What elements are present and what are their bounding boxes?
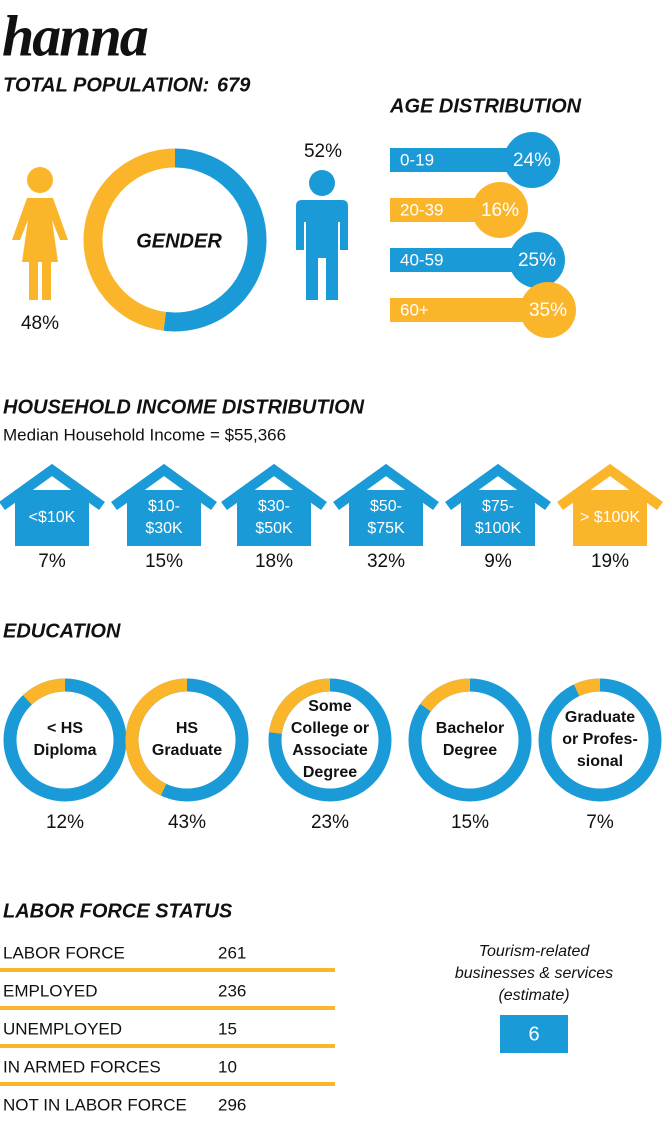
gender-arc-female xyxy=(83,148,176,331)
female-icon xyxy=(12,167,68,300)
income-bracket: $75- xyxy=(482,498,514,515)
house-body xyxy=(349,490,423,546)
income-bracket: $30- xyxy=(258,498,290,515)
age-group: 20-39 xyxy=(400,200,443,219)
labor-title: LABOR FORCE STATUS xyxy=(3,900,233,922)
female-percent: 48% xyxy=(21,313,59,334)
age-group: 0-19 xyxy=(400,150,434,169)
age-percent: 35% xyxy=(529,300,567,321)
education-ring xyxy=(3,678,127,802)
education-level: Graduate xyxy=(152,742,222,759)
title: hanna xyxy=(2,3,148,68)
labor-value: 296 xyxy=(218,1095,246,1114)
education-level: Bachelor xyxy=(436,720,504,737)
age-percent: 25% xyxy=(518,250,556,271)
house-body xyxy=(127,490,201,546)
education-level: HS xyxy=(176,720,199,737)
income-subtitle: Median Household Income = $55,366 xyxy=(3,425,286,444)
age-circle xyxy=(504,132,560,188)
income-percent: 19% xyxy=(591,551,629,572)
education-level: Associate xyxy=(292,742,368,759)
education-level: or Profes- xyxy=(562,731,638,748)
age-circle xyxy=(472,182,528,238)
education-arc xyxy=(573,678,601,697)
male-icon xyxy=(296,170,348,300)
tourism-box xyxy=(500,1015,568,1053)
house-body xyxy=(461,490,535,546)
tourism-value: 6 xyxy=(528,1023,539,1045)
age-circle xyxy=(520,282,576,338)
education-percent: 43% xyxy=(168,812,206,833)
labor-value: 236 xyxy=(218,981,246,1000)
education-percent: 7% xyxy=(586,812,614,833)
education-level: Degree xyxy=(443,742,497,759)
income-percent: 7% xyxy=(38,551,66,572)
tourism-label: businesses & services xyxy=(455,965,613,982)
tourism-label: (estimate) xyxy=(498,987,569,1004)
labor-value: 15 xyxy=(218,1019,237,1038)
income-percent: 18% xyxy=(255,551,293,572)
education-level: Diploma xyxy=(33,742,96,759)
education-arc xyxy=(125,678,188,796)
income-bracket: <$10K xyxy=(29,509,76,526)
education-arc xyxy=(420,678,471,712)
labor-label: IN ARMED FORCES xyxy=(3,1057,161,1076)
education-level: sional xyxy=(577,753,623,770)
labor-label: LABOR FORCE xyxy=(3,943,125,962)
education-title: EDUCATION xyxy=(3,620,121,642)
education-level: Some xyxy=(308,698,352,715)
labor-value: 261 xyxy=(218,943,246,962)
population-label: TOTAL POPULATION: xyxy=(3,74,209,96)
income-bracket: $75K xyxy=(367,520,405,537)
education-percent: 15% xyxy=(451,812,489,833)
income-bracket: $10- xyxy=(148,498,180,515)
income-title: HOUSEHOLD INCOME DISTRIBUTION xyxy=(3,396,365,418)
tourism-label: Tourism-related xyxy=(479,943,591,960)
income-percent: 32% xyxy=(367,551,405,572)
gender-arc-male xyxy=(163,148,267,332)
education-percent: 12% xyxy=(46,812,84,833)
age-percent: 16% xyxy=(481,200,519,221)
education-arc xyxy=(22,678,66,705)
income-percent: 15% xyxy=(145,551,183,572)
income-bracket: $100K xyxy=(475,520,522,537)
labor-label: EMPLOYED xyxy=(3,981,97,1000)
age-percent: 24% xyxy=(513,150,551,171)
education-level: Degree xyxy=(303,764,357,781)
male-percent: 52% xyxy=(304,141,342,162)
income-percent: 9% xyxy=(484,551,512,572)
income-bracket: $50K xyxy=(255,520,293,537)
education-level: Graduate xyxy=(565,709,635,726)
gender-title: GENDER xyxy=(136,230,222,252)
house-body xyxy=(573,490,647,546)
labor-label: NOT IN LABOR FORCE xyxy=(3,1095,187,1114)
population-value: 679 xyxy=(217,74,251,96)
labor-value: 10 xyxy=(218,1057,237,1076)
age-group: 40-59 xyxy=(400,250,443,269)
income-bracket: > $100K xyxy=(580,509,640,526)
labor-label: UNEMPLOYED xyxy=(3,1019,122,1038)
house-body xyxy=(15,490,89,546)
education-level: < HS xyxy=(47,720,83,737)
age-group: 60+ xyxy=(400,300,429,319)
age-circle xyxy=(509,232,565,288)
education-level: College or xyxy=(291,720,369,737)
education-percent: 23% xyxy=(311,812,349,833)
education-arc xyxy=(268,678,331,735)
income-bracket: $30K xyxy=(145,520,183,537)
age-title: AGE DISTRIBUTION xyxy=(389,95,582,117)
house-body xyxy=(237,490,311,546)
income-bracket: $50- xyxy=(370,498,402,515)
